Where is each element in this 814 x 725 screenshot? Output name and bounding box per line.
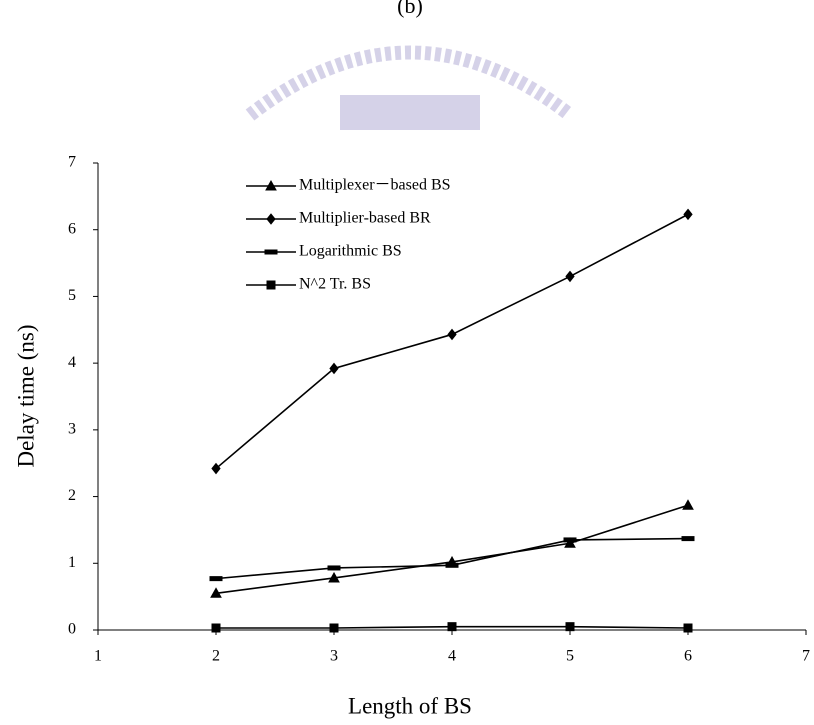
marker xyxy=(566,271,574,281)
y-tick-label: 0 xyxy=(68,621,76,638)
y-tick-label: 4 xyxy=(68,354,76,371)
marker xyxy=(448,329,456,339)
marker xyxy=(446,563,458,567)
y-tick-label: 5 xyxy=(68,287,76,304)
series-line xyxy=(216,505,688,593)
watermark xyxy=(250,53,570,131)
marker xyxy=(448,623,456,631)
y-tick-label: 2 xyxy=(68,487,76,504)
y-tick-label: 7 xyxy=(68,154,76,171)
y-tick-label: 1 xyxy=(68,554,76,571)
x-tick-label: 1 xyxy=(94,648,102,665)
legend-label: Multiplexer－based BS xyxy=(299,177,451,194)
legend-label: Multiplier-based BR xyxy=(299,210,431,227)
legend-label: Logarithmic BS xyxy=(299,243,402,260)
x-tick-label: 6 xyxy=(684,648,692,665)
marker xyxy=(212,624,220,632)
x-tick-label: 5 xyxy=(566,648,574,665)
marker xyxy=(566,623,574,631)
y-axis-label: Delay time (ns) xyxy=(13,324,38,467)
marker xyxy=(330,363,338,373)
chart: (b) Length of BS Delay time (ns) 0 1 2 3 4 5 6… xyxy=(0,0,814,725)
marker xyxy=(330,624,338,632)
legend-marker xyxy=(267,214,275,224)
legend-marker xyxy=(267,281,275,289)
x-axis-label: Length of BS xyxy=(348,693,472,718)
marker xyxy=(684,209,692,219)
marker xyxy=(684,624,692,632)
x-tick-label: 4 xyxy=(448,648,456,665)
marker xyxy=(683,500,693,509)
x-tick-label: 3 xyxy=(330,648,338,665)
marker xyxy=(210,577,222,581)
y-tick-label: 6 xyxy=(68,220,76,237)
marker xyxy=(328,566,340,570)
x-tick-label: 7 xyxy=(802,648,810,665)
x-tick-label: 2 xyxy=(212,648,220,665)
y-tick-label: 3 xyxy=(68,421,76,438)
legend-label: N^2 Tr. BS xyxy=(299,276,371,293)
marker xyxy=(682,537,694,541)
marker xyxy=(564,538,576,542)
marker xyxy=(212,464,220,474)
chart-title: (b) xyxy=(397,0,423,18)
legend-marker xyxy=(265,250,277,254)
